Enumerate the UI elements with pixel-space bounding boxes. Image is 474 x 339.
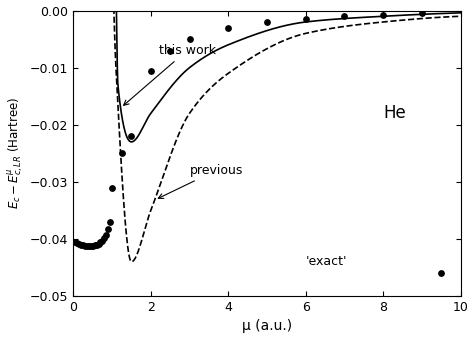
Point bbox=[93, 242, 100, 247]
Point bbox=[379, 12, 387, 17]
Point bbox=[79, 242, 87, 248]
Point bbox=[83, 244, 91, 249]
Point bbox=[118, 151, 126, 156]
Point bbox=[263, 19, 271, 25]
Text: previous: previous bbox=[158, 164, 243, 198]
Point bbox=[95, 241, 102, 246]
Text: 'exact': 'exact' bbox=[306, 255, 347, 268]
Point bbox=[91, 242, 99, 248]
Point bbox=[87, 244, 95, 249]
Point bbox=[128, 134, 135, 139]
Point bbox=[85, 244, 92, 249]
Point bbox=[147, 68, 155, 73]
Text: He: He bbox=[383, 104, 406, 122]
Point bbox=[100, 236, 108, 241]
Point bbox=[106, 219, 114, 224]
Point bbox=[108, 185, 116, 190]
Point bbox=[75, 241, 83, 247]
Point bbox=[166, 48, 174, 53]
Point bbox=[186, 36, 193, 42]
Point bbox=[89, 243, 97, 248]
Point bbox=[341, 14, 348, 19]
Point bbox=[302, 16, 310, 22]
Y-axis label: $E_c - E_{c,LR}^{\mu}$ (Hartree): $E_c - E_{c,LR}^{\mu}$ (Hartree) bbox=[6, 97, 26, 210]
Point bbox=[77, 242, 85, 247]
Point bbox=[418, 10, 426, 16]
X-axis label: μ (a.u.): μ (a.u.) bbox=[242, 319, 292, 334]
Point bbox=[102, 232, 110, 238]
Point bbox=[104, 226, 112, 232]
Point bbox=[97, 240, 104, 245]
Point bbox=[73, 240, 81, 246]
Point bbox=[224, 25, 232, 31]
Point bbox=[438, 271, 445, 276]
Point bbox=[72, 239, 79, 244]
Point bbox=[99, 238, 106, 243]
Point bbox=[81, 243, 89, 248]
Text: this work: this work bbox=[124, 44, 216, 105]
